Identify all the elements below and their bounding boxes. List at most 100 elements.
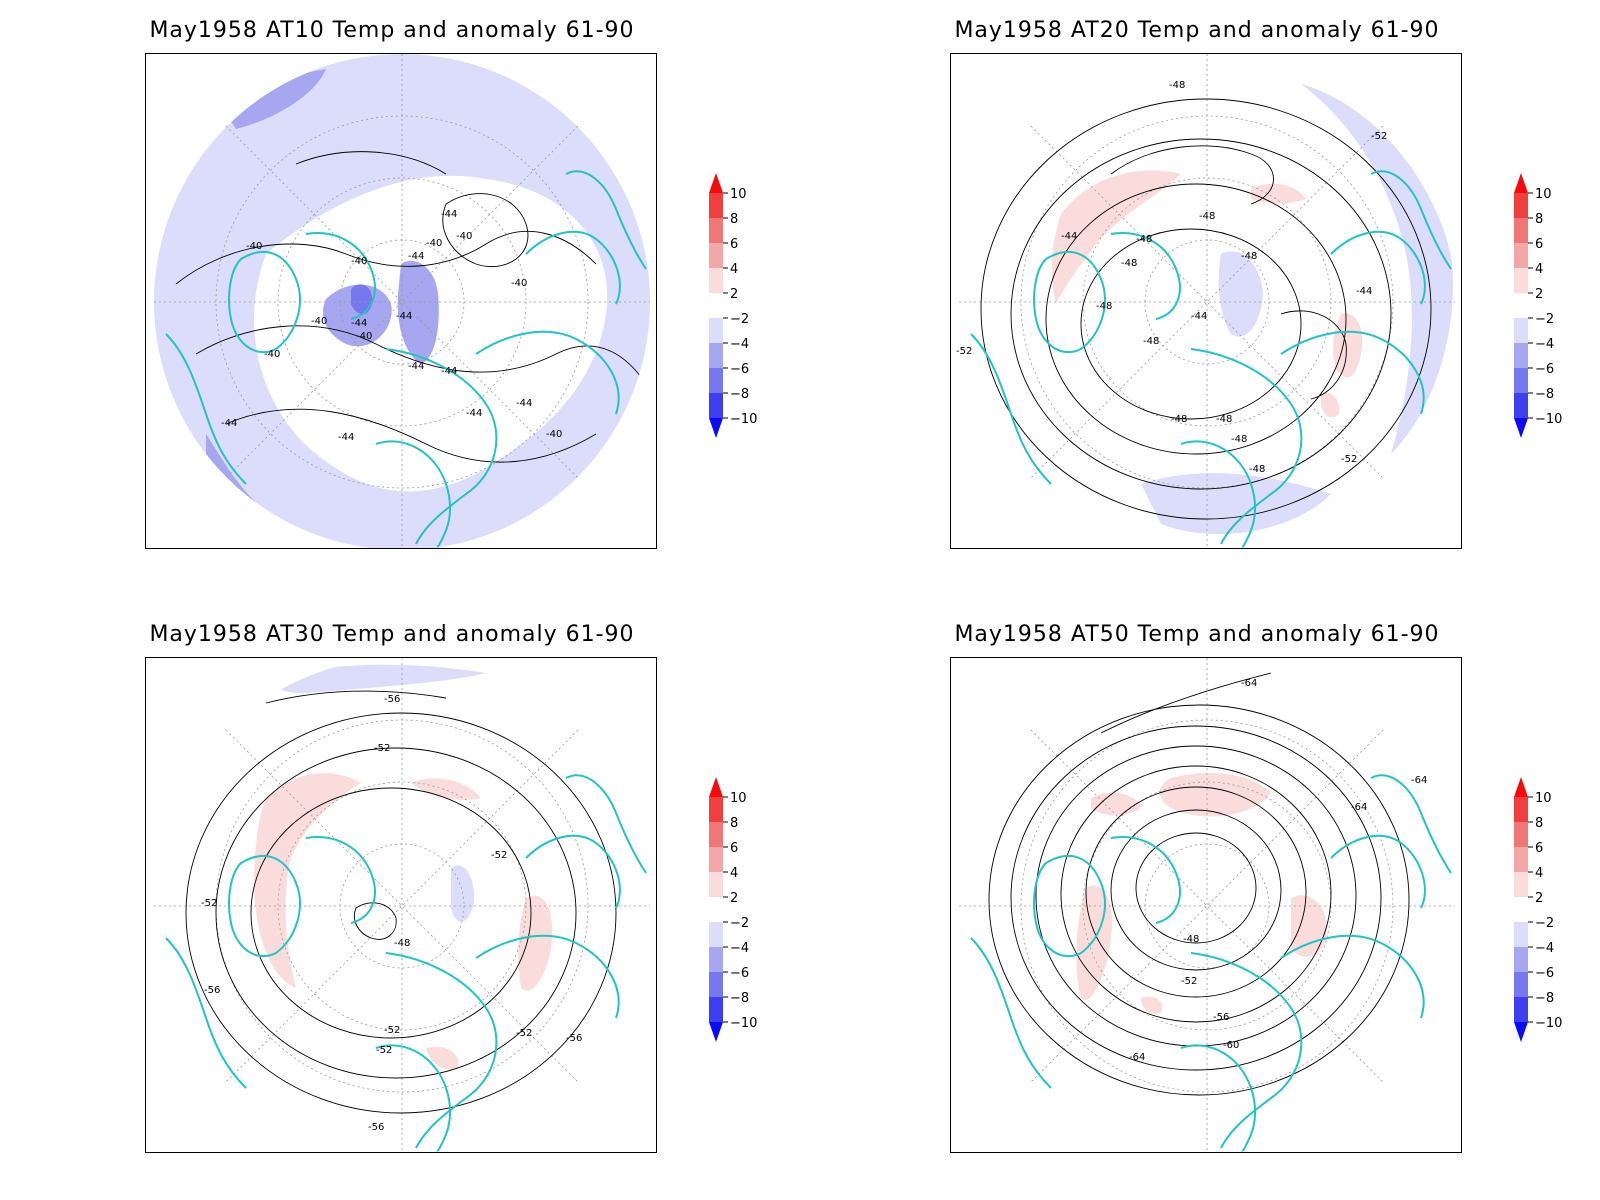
coastlines: [165, 774, 647, 1152]
colorbar-segment: [1514, 318, 1528, 343]
colorbar-tick-label: 10: [1535, 791, 1552, 806]
coastlines: [970, 170, 1452, 548]
contour-line: [215, 747, 577, 1079]
contour-line: [1280, 310, 1347, 400]
colorbar-tick-label: −6: [1535, 362, 1554, 377]
colorbar-segment: [709, 293, 723, 318]
colorbar-tick-label: 10: [730, 187, 747, 202]
colorbar-segment: [709, 797, 723, 822]
colorbar-tick-label: 8: [730, 816, 738, 831]
contour-label: -48: [1096, 301, 1112, 312]
anomaly-negative-region: [1218, 251, 1263, 337]
contour-label: -48: [1241, 251, 1257, 262]
colorbar-segment: [1514, 243, 1528, 268]
contour-label: -56: [1213, 1012, 1229, 1023]
colorbar-segment: [1514, 972, 1528, 997]
contour-label: -48: [1199, 211, 1215, 222]
contour-label: -64: [1351, 802, 1367, 813]
colorbar-tick-label: −8: [1535, 387, 1554, 402]
coastlines: [165, 170, 647, 548]
colorbar-tick-label: 4: [1535, 866, 1543, 881]
panel-title: May1958 AT10 Temp and anomaly 61-90: [149, 18, 635, 43]
coastline: [165, 937, 247, 1089]
coastlines: [970, 774, 1452, 1152]
contour-label: -44: [408, 361, 424, 372]
contour-label: -44: [221, 418, 237, 429]
polar-map: -64 -64 -64 -48 -52 -56 -60 -64: [950, 657, 1462, 1153]
anomaly-negative-region: [226, 69, 326, 129]
colorbar-segment: [1514, 193, 1528, 218]
contour-label-group: -40 -40 -40 -44 -40 -40 -44 -40 -44 -44 …: [221, 209, 562, 443]
polar-map: -40 -40 -40 -44 -40 -40 -44 -40 -44 -44 …: [145, 53, 657, 549]
coastline: [1370, 774, 1452, 874]
coastline: [375, 1044, 452, 1152]
contour-label: -52: [376, 1045, 392, 1056]
colorbar-overflow-low: [1514, 418, 1528, 438]
contour-line: [295, 151, 447, 175]
coastline: [1280, 330, 1425, 415]
contour-label: -52: [1371, 131, 1387, 142]
contour-label: -44: [466, 408, 482, 419]
graticule: [959, 54, 1455, 548]
contour-label-group: -64 -64 -64 -48 -52 -56 -60 -64: [1129, 678, 1427, 1063]
contour-label: -60: [1223, 1040, 1239, 1051]
colorbar-segment: [1514, 847, 1528, 872]
contour-label: -48: [1121, 258, 1137, 269]
contour-label: -48: [394, 938, 410, 949]
coastline: [1033, 854, 1106, 958]
coastline: [1190, 952, 1303, 1149]
colorbar-tick-label: −8: [730, 991, 749, 1006]
colorbar-segment: [709, 872, 723, 897]
colorbar-tick-label: 8: [1535, 212, 1543, 227]
colorbar-tick-label: −6: [730, 966, 749, 981]
colorbar-segment: [1514, 997, 1528, 1022]
colorbar-segment: [1514, 947, 1528, 972]
colorbar-segment: [709, 972, 723, 997]
contour-line: [1060, 765, 1332, 1023]
contour-label: -48: [1136, 234, 1152, 245]
colorbar-tick-label: −6: [730, 362, 749, 377]
coastline: [970, 333, 1052, 485]
graticule: [959, 658, 1455, 1152]
colorbar-segment: [1514, 822, 1528, 847]
colorbar-segment: [1514, 293, 1528, 318]
colorbar-segment: [1514, 393, 1528, 418]
colorbar-segment: [1514, 872, 1528, 897]
colorbar-overflow-low: [1514, 1022, 1528, 1042]
colorbar-overflow-low: [709, 418, 723, 438]
colorbar-tick-label: −10: [730, 412, 757, 427]
contour-line: [175, 230, 597, 285]
coastline: [228, 250, 301, 354]
contour-label: -40: [264, 349, 280, 360]
contour-line: [250, 787, 532, 1039]
colorbar-tick-label: −4: [730, 941, 749, 956]
colorbar-tick-label: −10: [730, 1016, 757, 1031]
contour-label: -52: [384, 1025, 400, 1036]
coastline: [1110, 232, 1181, 320]
contour-line: [1010, 725, 1382, 1071]
anomaly-positive-region: [1320, 392, 1340, 418]
colorbar-overflow-high: [709, 777, 723, 797]
colorbar-segment: [709, 847, 723, 872]
anomaly-positive-region: [1333, 313, 1363, 378]
contour-line: [980, 98, 1432, 520]
colorbar-segment: [1514, 268, 1528, 293]
contour-label: -56: [566, 1033, 582, 1044]
polar-map-svg: -64 -64 -64 -48 -52 -56 -60 -64: [959, 658, 1455, 1152]
contour-label: -44: [441, 209, 457, 220]
coastline: [565, 774, 647, 874]
contour-line: [1080, 228, 1302, 420]
colorbar-overflow-low: [709, 1022, 723, 1042]
coastline: [165, 333, 247, 485]
contour-label: -40: [511, 278, 527, 289]
colorbar-segment: [1514, 368, 1528, 393]
anomaly-positive-region: [1159, 773, 1271, 817]
contour-label: -48: [1143, 336, 1159, 347]
anomaly-negative-region: [266, 664, 486, 694]
colorbar-svg: 10 8 6 4 2 −2 −4 −6 −8 −10: [1514, 173, 1562, 438]
coastline: [385, 348, 498, 545]
colorbar-tick-label: 2: [1535, 891, 1543, 906]
anomaly-background: [959, 54, 1455, 548]
coastline: [475, 934, 620, 1019]
colorbar-tick-label: 4: [730, 262, 738, 277]
